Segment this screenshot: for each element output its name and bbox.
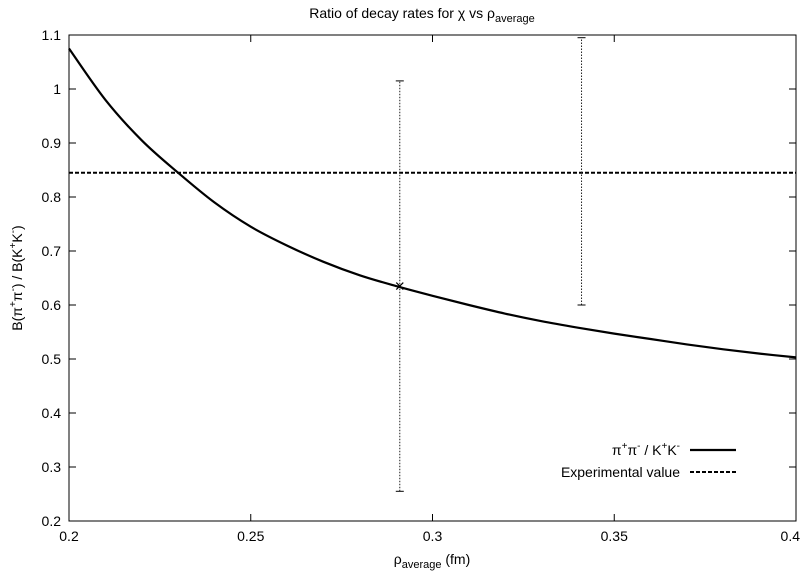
chart-title: Ratio of decay rates for χ vs ρaverage [309,5,535,25]
x-axis-label: ρaverage (fm) [394,551,471,571]
x-tick-label: 0.3 [423,528,443,544]
x-tick-label: 0.25 [237,528,264,544]
y-tick-label: 0.4 [42,405,62,421]
legend-label-1: Experimental value [561,464,680,480]
x-tick-label: 0.2 [59,528,79,544]
y-axis-label: B(π+π-) / B(K+K-) [8,225,25,330]
x-axis-ticks: 0.2 0.25 0.3 0.35 0.4 [59,35,800,544]
y-tick-label: 0.2 [42,513,62,529]
y-tick-label: 0.5 [42,351,62,367]
series-line-0 [68,47,797,359]
x-tick-label: 0.35 [601,528,628,544]
plot-frame [68,34,797,522]
y-axis-ticks: 0.2 0.3 0.4 0.5 0.6 0.7 0.8 0.9 1 1.1 [42,27,796,529]
legend-label-0: π+π- / K+K- [612,441,680,458]
y-tick-label: 0.9 [42,135,62,151]
y-tick-label: 0.8 [42,189,62,205]
x-tick-label: 0.4 [781,528,801,544]
y-tick-label: 1.1 [42,27,62,43]
y-tick-label: 0.7 [42,243,62,259]
y-tick-label: 0.6 [42,297,62,313]
y-tick-label: 0.3 [42,459,62,475]
legend: π+π- / K+K- Experimental value [561,441,736,480]
data-point-marker-0 [395,282,404,291]
y-tick-label: 1 [53,81,61,97]
error-bars-group [395,37,586,492]
series-group [68,47,797,359]
